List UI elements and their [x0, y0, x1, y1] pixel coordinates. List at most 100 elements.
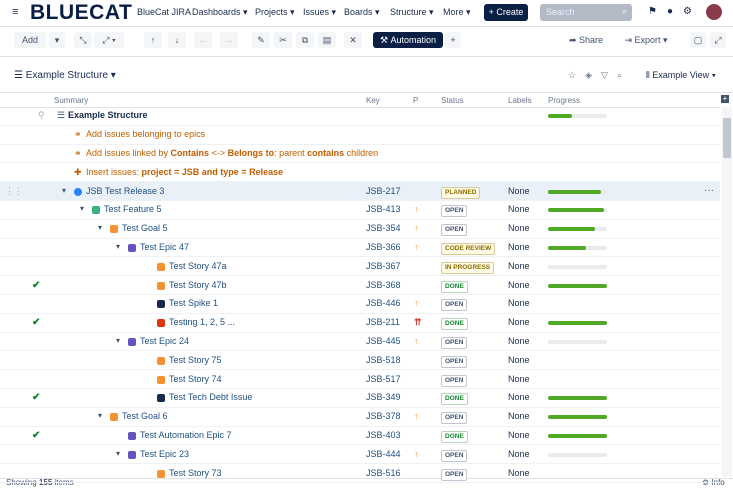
issue-key[interactable]: JSB-413 — [366, 204, 401, 215]
summary[interactable]: Test Story 47b — [169, 280, 227, 290]
scroll-thumb[interactable] — [723, 118, 731, 158]
summary[interactable]: Testing 1, 2, 5 ... — [169, 317, 235, 327]
column-header[interactable]: Labels — [508, 96, 532, 105]
add-button[interactable]: Add — [14, 32, 46, 48]
search-icon[interactable]: ⌕ — [622, 6, 628, 16]
column-header[interactable]: Summary — [54, 96, 89, 105]
nav-item[interactable]: Projects ▾ — [255, 7, 295, 17]
row[interactable] — [0, 201, 720, 220]
indent-button[interactable]: ⤡ — [74, 32, 92, 48]
cut-button[interactable]: ✂ — [274, 32, 292, 48]
issue-key[interactable]: JSB-368 — [366, 279, 401, 290]
issue-key[interactable]: JSB-516 — [366, 467, 401, 478]
share-button[interactable]: ➦ Share — [568, 34, 604, 46]
summary[interactable]: Test Epic 24 — [140, 336, 189, 346]
delete-button[interactable]: ✕ — [344, 32, 362, 48]
row[interactable] — [0, 445, 720, 465]
scrollbar[interactable] — [722, 107, 732, 477]
nav-item[interactable]: BlueCat JIRA — [137, 7, 191, 17]
row[interactable] — [0, 239, 720, 258]
move-right[interactable]: → — [220, 32, 238, 48]
row[interactable] — [0, 107, 720, 126]
issue-key[interactable]: JSB-366 — [366, 242, 401, 252]
panel-button[interactable]: ▢ — [690, 32, 706, 48]
edit-button[interactable]: ✎ — [252, 32, 270, 48]
expand-toggle[interactable]: ▾ — [116, 242, 121, 251]
column-header[interactable]: Status — [441, 96, 464, 105]
copy-button[interactable]: ⧉ — [296, 32, 314, 48]
summary[interactable]: Test Story 75 — [169, 355, 222, 365]
issue-key[interactable]: JSB-217 — [366, 185, 401, 196]
menu-icon[interactable]: ≡ — [12, 6, 19, 18]
issue-key[interactable]: JSB-211 — [366, 317, 400, 328]
issue-key[interactable]: JSB-444 — [366, 448, 401, 459]
summary[interactable]: JSB Test Release 3 — [86, 186, 164, 196]
issue-key[interactable]: JSB-446 — [366, 298, 401, 309]
column-header[interactable]: P — [413, 96, 419, 105]
drag-handle[interactable]: ⋮⋮ — [5, 185, 23, 196]
expand-toggle[interactable]: ▾ — [62, 185, 67, 195]
expand-toggle[interactable]: ▾ — [116, 448, 121, 458]
summary[interactable]: Test Feature 5 — [104, 204, 162, 214]
issue-key[interactable]: JSB-367 — [366, 260, 401, 271]
summary[interactable]: Test Spike 1 — [169, 298, 218, 308]
nav-item[interactable]: Issues ▾ — [303, 7, 337, 17]
automation-add[interactable]: + — [445, 32, 461, 48]
move-left[interactable]: ← — [194, 32, 212, 48]
issue-key[interactable]: JSB-403 — [366, 430, 401, 440]
nav-icons[interactable]: ⚑●⚙ — [648, 6, 702, 17]
nav-item[interactable]: Structure ▾ — [390, 7, 434, 17]
row[interactable] — [0, 351, 720, 371]
summary[interactable]: Test Automation Epic 7 — [140, 430, 232, 440]
row[interactable] — [0, 389, 720, 408]
row[interactable] — [0, 257, 720, 277]
nav-item[interactable]: Dashboards ▾ — [192, 7, 248, 17]
paste-button[interactable]: ▤ — [318, 32, 336, 48]
row[interactable] — [0, 370, 720, 389]
column-header[interactable]: Key — [366, 96, 380, 105]
outdent-button[interactable]: ⤢ ▾ — [94, 32, 124, 48]
structure-selector[interactable]: ☰ Example Structure ▾ — [14, 70, 116, 81]
summary[interactable]: Test Goal 6 — [122, 411, 168, 421]
export-button[interactable]: ⇥ Export ▾ — [624, 34, 668, 46]
issue-key[interactable]: JSB-378 — [366, 411, 401, 422]
summary[interactable]: Test Goal 5 — [122, 223, 168, 233]
avatar[interactable] — [706, 4, 722, 20]
row-menu[interactable]: ··· — [704, 184, 714, 196]
summary[interactable]: Test Story 73 — [169, 468, 222, 478]
summary[interactable]: Test Epic 47 — [140, 242, 189, 252]
create-button[interactable]: + Create — [484, 4, 528, 21]
issue-key[interactable]: JSB-349 — [366, 392, 401, 403]
fullscreen-button[interactable]: ⤢ — [710, 32, 726, 48]
row[interactable] — [0, 427, 720, 446]
summary[interactable]: Test Epic 23 — [140, 449, 189, 459]
row[interactable] — [0, 126, 720, 145]
row[interactable] — [0, 408, 720, 427]
issue-key[interactable]: JSB-445 — [366, 336, 401, 346]
expand-toggle[interactable]: ▾ — [98, 411, 103, 421]
summary[interactable]: Test Story 74 — [169, 374, 222, 384]
row[interactable] — [0, 314, 720, 333]
row[interactable] — [0, 333, 720, 352]
row[interactable] — [0, 182, 720, 201]
summary[interactable]: Test Tech Debt Issue — [169, 392, 252, 402]
move-up[interactable]: ↑ — [144, 32, 162, 48]
row[interactable] — [0, 464, 720, 483]
automation-button[interactable]: ⚒ Automation — [373, 32, 443, 48]
add-column[interactable]: + — [721, 94, 729, 103]
summary[interactable]: Test Story 47a — [169, 261, 227, 271]
row[interactable] — [0, 295, 720, 314]
row[interactable] — [0, 163, 720, 183]
structure-icons[interactable]: ☆◈▽⌕ — [568, 70, 631, 80]
expand-toggle[interactable]: ▾ — [80, 204, 85, 214]
issue-key[interactable]: JSB-354 — [366, 223, 401, 234]
view-selector[interactable]: ⫴ Example View ▾ — [646, 70, 717, 80]
search-box[interactable]: Search — [540, 4, 632, 21]
move-down[interactable]: ↓ — [168, 32, 186, 48]
logo[interactable]: BLUECAT — [30, 1, 133, 24]
row[interactable] — [0, 220, 720, 239]
nav-item[interactable]: More ▾ — [443, 7, 471, 17]
issue-key[interactable]: JSB-518 — [366, 354, 401, 365]
issue-key[interactable]: JSB-517 — [366, 373, 401, 384]
column-header[interactable]: Progress — [548, 96, 581, 105]
